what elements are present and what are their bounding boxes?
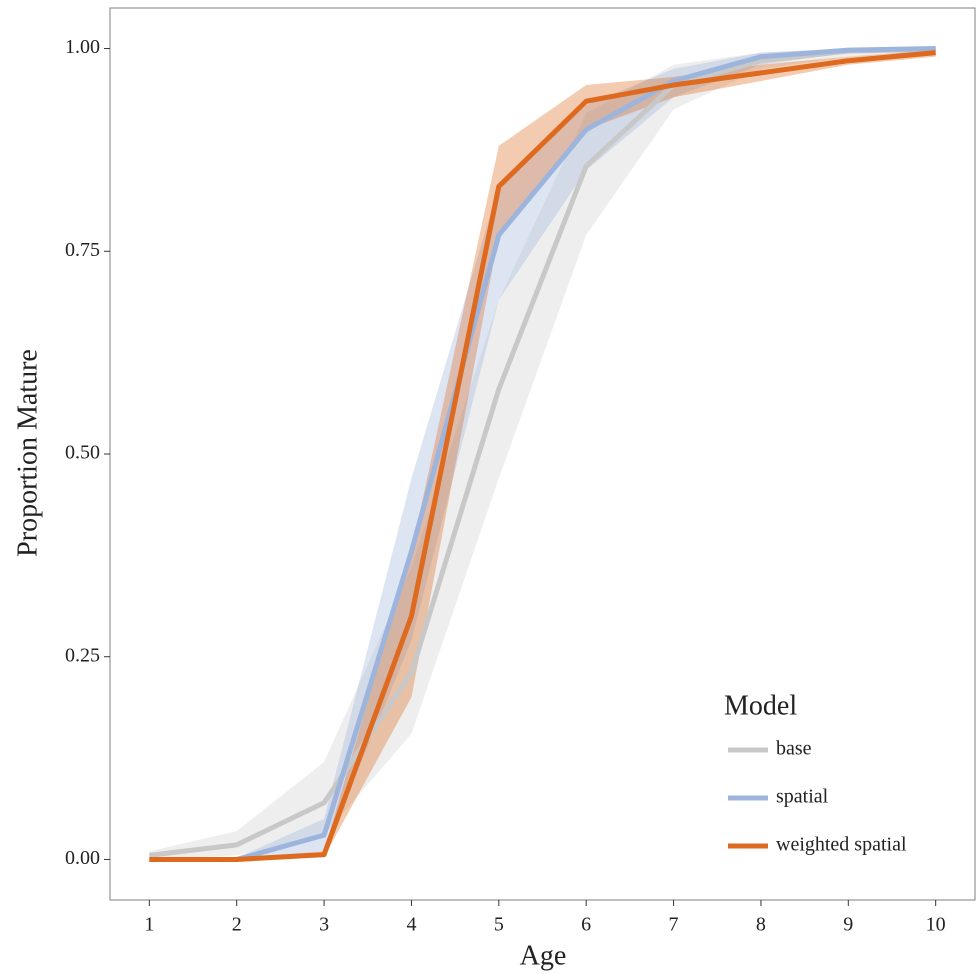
x-tick-label: 8 <box>756 914 766 936</box>
x-tick-label: 6 <box>581 914 591 936</box>
y-tick-label: 0.00 <box>65 847 100 869</box>
x-tick-label: 7 <box>669 914 679 936</box>
x-tick-label: 10 <box>926 914 946 936</box>
x-tick-label: 2 <box>232 914 242 936</box>
confidence-band <box>149 48 936 860</box>
series-line <box>149 46 936 862</box>
y-tick-label: 1.00 <box>65 36 100 58</box>
x-tick-label: 5 <box>494 914 504 936</box>
confidence-band <box>149 48 936 860</box>
y-tick-label: 0.25 <box>65 644 100 666</box>
x-tick-label: 3 <box>319 914 329 936</box>
legend-label: weighted spatial <box>776 834 907 856</box>
x-tick-label: 1 <box>144 914 154 936</box>
x-tick-label: 4 <box>406 914 416 936</box>
x-axis-label: Age <box>520 940 567 971</box>
panel <box>109 7 976 901</box>
y-tick-label: 0.50 <box>65 442 100 464</box>
legend-title: Model <box>724 690 797 721</box>
series-line <box>149 50 936 862</box>
y-axis-label: Proportion Mature <box>12 349 43 557</box>
legend-label: spatial <box>776 786 829 808</box>
x-tick-label: 9 <box>843 914 853 936</box>
legend-label: base <box>776 738 812 760</box>
y-tick-label: 0.75 <box>65 239 100 261</box>
